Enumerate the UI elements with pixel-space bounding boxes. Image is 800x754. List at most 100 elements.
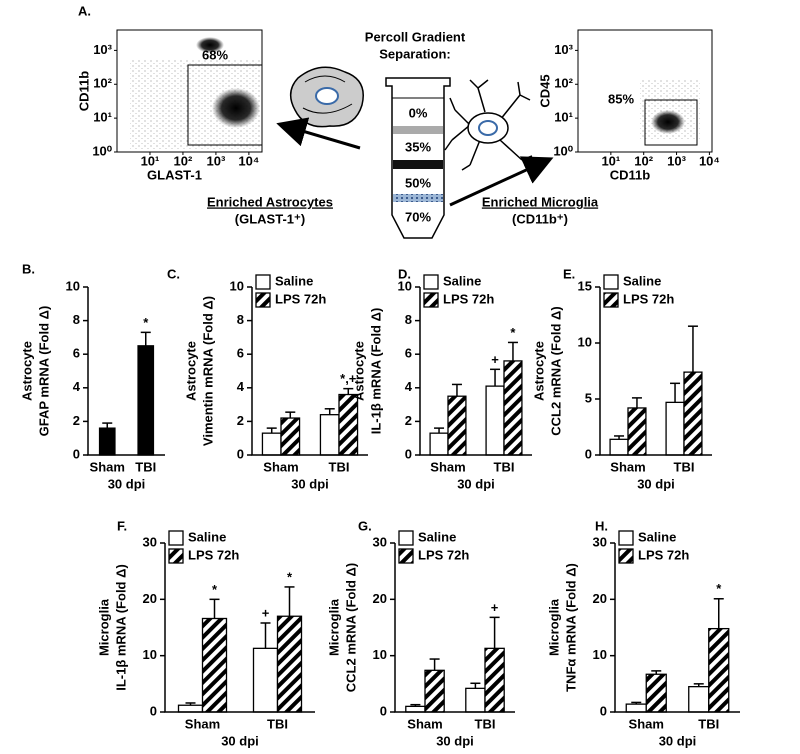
panel-label: C. (167, 266, 180, 281)
x-tick-label: 10¹ (141, 153, 160, 168)
y-axis-label: CCL2 mRNA (Fold Δ) (548, 306, 563, 435)
error-bar (631, 397, 642, 408)
bar (201, 617, 228, 713)
layer (393, 126, 443, 134)
x-tick-label: Sham (430, 459, 465, 474)
legend-swatch (618, 548, 634, 564)
significance: * (510, 325, 516, 340)
x-tick-label: Sham (629, 716, 664, 731)
legend-label: LPS 72h (638, 547, 689, 562)
microglia-icon (444, 79, 533, 171)
legend-label: LPS 72h (443, 291, 494, 306)
y-tick-label: 0 (405, 446, 412, 461)
x-tick-label: Sham (610, 459, 645, 474)
legend-label: Saline (623, 273, 661, 288)
x-tick-label: TBI (135, 459, 156, 474)
legend-label: LPS 72h (275, 291, 326, 306)
layer-label: 0% (409, 105, 428, 120)
x-axis-label: 30 dpi (108, 476, 146, 491)
error-bar (429, 658, 440, 671)
y-axis-label: GFAP mRNA (Fold Δ) (36, 306, 51, 437)
error-bar (209, 598, 220, 619)
y-tick-label: 10 (230, 278, 244, 293)
y-tick-label: 4 (73, 379, 81, 394)
bar (405, 705, 426, 713)
x-tick-label: 10² (174, 153, 193, 168)
gate-label: 85% (608, 91, 634, 106)
panel-label: E. (563, 266, 575, 281)
bar (424, 669, 445, 713)
bar (665, 401, 685, 456)
y-tick-label: 6 (73, 346, 80, 361)
y-tick-label: 0 (585, 446, 592, 461)
error-bar (489, 616, 500, 649)
axes (614, 543, 740, 713)
legend-swatch (423, 292, 439, 308)
error-bar (693, 683, 704, 687)
legend-swatch (398, 548, 414, 564)
gate-label: 68% (202, 47, 228, 62)
layer (393, 194, 443, 202)
y-axis-label: Microglia (326, 598, 341, 656)
legend-label: Saline (188, 529, 226, 544)
bar (465, 687, 486, 713)
axes (164, 543, 315, 713)
x-axis-label: 30 dpi (221, 733, 259, 748)
bar (447, 395, 467, 456)
error-bar (687, 325, 698, 373)
y-tick-label: 20 (593, 591, 607, 606)
significance: * (716, 581, 722, 596)
y-tick-label: 10⁰ (553, 143, 573, 158)
x-tick-label: TBI (494, 459, 515, 474)
bar (429, 432, 449, 456)
x-axis-label: 30 dpi (436, 733, 474, 748)
y-tick-label: 10³ (554, 42, 573, 57)
legend-swatch (168, 548, 184, 564)
error-bar (266, 427, 277, 434)
x-tick-label: TBI (674, 459, 695, 474)
x-axis-label: 30 dpi (291, 476, 329, 491)
panel-label: H. (595, 518, 608, 533)
bar (338, 393, 359, 456)
caption: (GLAST-1⁺) (235, 211, 305, 226)
y-tick-label: 30 (373, 534, 387, 549)
legend-label: Saline (275, 273, 313, 288)
legend-label: LPS 72h (418, 547, 469, 562)
layer-label: 35% (405, 139, 431, 154)
x-tick-label: TBI (329, 459, 350, 474)
y-axis-label: Astrocyte (19, 341, 34, 401)
axes (599, 287, 712, 456)
bar (177, 704, 204, 713)
significance: * (212, 582, 218, 597)
legend-label: Saline (443, 273, 481, 288)
significance: + (491, 352, 499, 367)
panel-label: D. (398, 266, 411, 281)
caption: Enriched Microglia (482, 194, 599, 209)
y-tick-label: 8 (237, 312, 244, 327)
significance: *,+ (340, 371, 357, 386)
event-cluster (651, 110, 685, 134)
bar (137, 345, 155, 456)
x-tick-label: Sham (185, 716, 220, 731)
axes (251, 287, 368, 456)
astrocyte-icon (289, 66, 364, 128)
bar (708, 627, 730, 713)
event-cluster (212, 88, 260, 128)
x-tick-label: 10⁴ (238, 153, 259, 168)
x-tick-label: Sham (407, 716, 442, 731)
significance: + (491, 600, 499, 615)
y-tick-label: 6 (405, 346, 412, 361)
x-tick-label: Sham (263, 459, 298, 474)
y-axis-label: Vimentin mRNA (Fold Δ) (200, 296, 215, 446)
error-bar (507, 341, 518, 361)
y-tick-label: 30 (593, 534, 607, 549)
y-axis-label: CD11b (76, 71, 91, 112)
bar (625, 703, 647, 713)
x-axis-label: 30 dpi (637, 476, 675, 491)
x-tick-label: TBI (698, 716, 719, 731)
legend-swatch (398, 530, 414, 546)
y-tick-label: 6 (237, 346, 244, 361)
gate (644, 99, 698, 146)
x-axis-label: 30 dpi (457, 476, 495, 491)
error-bar (324, 408, 335, 415)
